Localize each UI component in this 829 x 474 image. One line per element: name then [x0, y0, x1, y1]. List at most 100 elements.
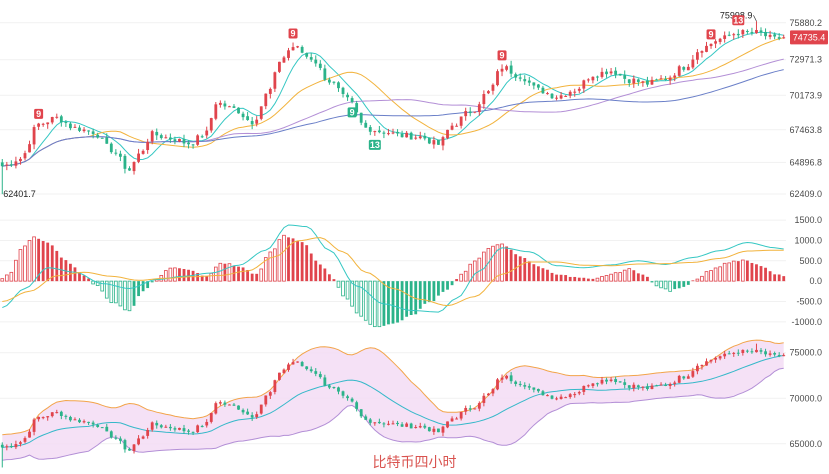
bollinger-candle-body — [627, 385, 631, 388]
bollinger-candle-body — [259, 404, 263, 414]
bollinger-candle-body — [505, 375, 508, 379]
macd-histogram-bar — [741, 259, 745, 282]
macd-histogram-bar — [114, 280, 118, 304]
bollinger-candle-body — [491, 389, 495, 394]
bollinger-lower-line — [2, 367, 784, 461]
macd-histogram-bar — [495, 244, 500, 282]
bollinger-candle-body — [241, 409, 245, 413]
macd-histogram-bar — [727, 262, 732, 282]
bollinger-candle-body — [509, 375, 513, 382]
bollinger-candle-body — [664, 384, 668, 386]
bollinger-candle-body — [450, 418, 454, 422]
main-candle-body — [14, 161, 18, 166]
main-candle-body — [768, 34, 772, 37]
main-candle-body — [191, 144, 195, 146]
macd-histogram-bar — [255, 273, 259, 282]
bollinger-candle-body — [496, 379, 499, 390]
main-candle-body — [714, 41, 717, 44]
main-candle-body — [382, 132, 386, 134]
bollinger-candle-body — [155, 422, 159, 426]
bollinger-candle-body — [164, 426, 168, 428]
macd-histogram-bar — [523, 258, 527, 282]
ma-short-line — [2, 31, 784, 167]
main-candle-body — [405, 132, 409, 138]
macd-histogram-bar — [409, 281, 413, 316]
bollinger-candle-body — [337, 387, 340, 392]
bollinger-candle-body — [332, 386, 336, 388]
bollinger-candle-body — [173, 428, 177, 430]
bollinger-candle-body — [282, 369, 286, 374]
main-candle-body — [323, 68, 327, 80]
macd-histogram-bar — [246, 269, 250, 282]
macd-histogram-bar — [59, 257, 63, 282]
macd-histogram-bar — [137, 281, 140, 297]
bollinger-candle-body — [55, 412, 59, 414]
main-candle-body — [627, 79, 631, 83]
macd-histogram-bar — [78, 272, 81, 282]
bollinger-candle-body — [396, 422, 399, 425]
macd-histogram-bar — [641, 274, 645, 282]
buy-signal-marker — [347, 107, 357, 118]
main-candle-body — [173, 139, 177, 142]
main-candle-body — [296, 46, 299, 48]
main-candle-body — [659, 78, 663, 80]
bollinger-candle-body — [382, 423, 386, 425]
bollinger-candle-body — [5, 446, 9, 448]
bollinger-candle-body — [600, 379, 604, 384]
bollinger-candle-body — [82, 421, 86, 423]
main-candle-body — [109, 143, 113, 153]
macd-histogram-bar — [609, 273, 613, 282]
bollinger-candle-body — [423, 425, 427, 428]
macd-histogram-bar — [387, 281, 390, 325]
macd-histogram-bar — [463, 270, 468, 282]
main-candle-body — [264, 93, 268, 107]
macd-tick-label: -1000.0 — [791, 317, 822, 327]
macd-histogram-bar — [377, 280, 382, 328]
bollinger-candle-body — [727, 353, 731, 355]
main-candle-body — [346, 94, 349, 98]
main-candle-body — [0, 162, 4, 167]
bollinger-candle-body — [59, 411, 63, 416]
main-candle-body — [250, 121, 254, 125]
main-candle-body — [309, 57, 313, 60]
macd-histogram-bar — [332, 279, 336, 282]
bollinger-tick-label: 70000.0 — [789, 393, 822, 403]
bollinger-candle-body — [641, 386, 645, 388]
macd-histogram — [0, 234, 786, 328]
main-candle-body — [9, 164, 13, 166]
bollinger-candle-body — [459, 411, 463, 419]
macd-histogram-bar — [682, 281, 686, 287]
main-candle-body — [464, 111, 468, 117]
main-tick-label: 67463.8 — [789, 125, 822, 135]
macd-tick-label: 0.0 — [809, 276, 822, 286]
macd-histogram-bar — [627, 268, 632, 282]
macd-histogram-bar — [350, 280, 354, 307]
macd-histogram-bar — [573, 276, 577, 282]
macd-histogram-bar — [709, 270, 713, 282]
macd-histogram-bar — [218, 262, 223, 282]
macd-histogram-bar — [368, 280, 373, 325]
main-candle-body — [105, 137, 109, 144]
bollinger-candle-body — [187, 430, 190, 432]
bollinger-candle-body — [487, 393, 490, 396]
main-candle-body — [82, 129, 86, 132]
bollinger-candle-body — [223, 402, 227, 405]
main-candle-body — [55, 116, 59, 118]
bollinger-candle-body — [432, 428, 436, 432]
main-candle-body — [705, 45, 708, 52]
main-candle-body — [418, 136, 422, 139]
bollinger-candle-body — [591, 383, 595, 386]
macd-histogram-bar — [277, 239, 282, 282]
bollinger-candle-body — [37, 416, 41, 420]
bollinger-candle-body — [405, 423, 409, 427]
bollinger-candle-body — [605, 379, 608, 382]
bollinger-candle-body — [123, 440, 127, 450]
chart-caption: 比特币四小时 — [372, 455, 457, 471]
macd-histogram-bar — [437, 281, 440, 296]
macd-histogram-bar — [622, 269, 627, 282]
main-candle-body — [350, 98, 354, 103]
main-candle-body — [555, 97, 558, 99]
main-candle-body — [755, 30, 758, 34]
main-candle-body — [291, 47, 295, 51]
